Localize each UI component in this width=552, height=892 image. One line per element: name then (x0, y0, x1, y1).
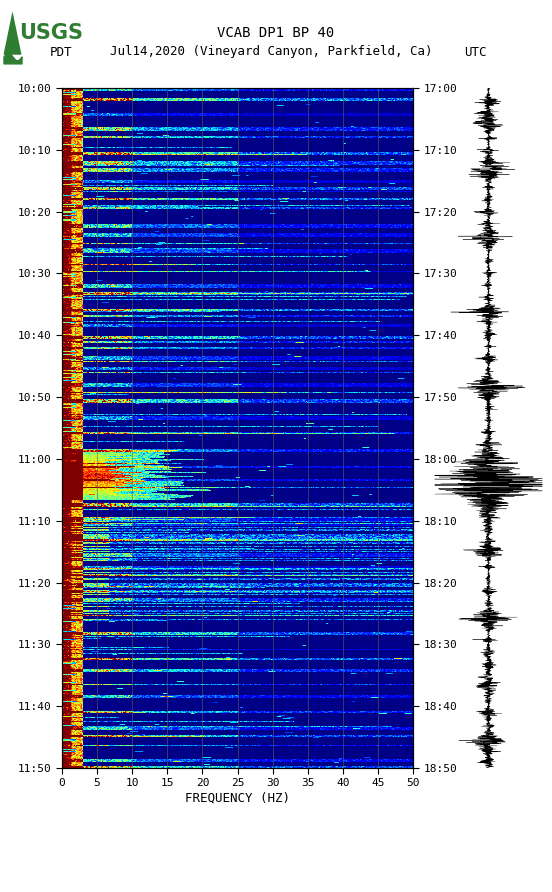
Polygon shape (3, 12, 22, 54)
Text: Jul14,2020 (Vineyard Canyon, Parkfield, Ca): Jul14,2020 (Vineyard Canyon, Parkfield, … (110, 45, 433, 59)
Text: VCAB DP1 BP 40: VCAB DP1 BP 40 (217, 26, 335, 40)
Text: USGS: USGS (19, 23, 83, 43)
X-axis label: FREQUENCY (HZ): FREQUENCY (HZ) (185, 791, 290, 805)
Text: PDT: PDT (50, 45, 72, 59)
Text: UTC: UTC (464, 45, 486, 59)
